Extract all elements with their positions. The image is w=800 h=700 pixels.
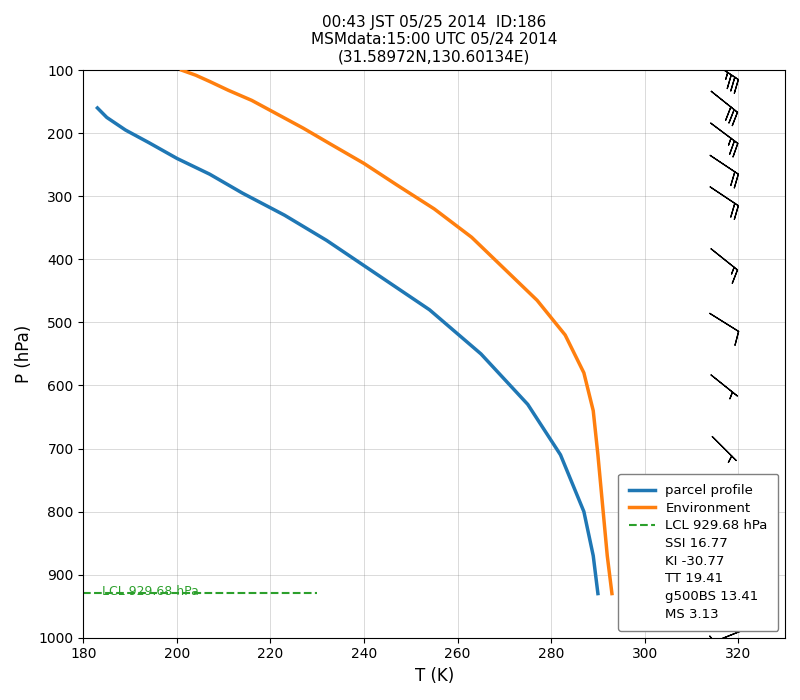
parcel profile	[589, 552, 598, 560]
parcel profile	[280, 211, 290, 219]
Environment	[532, 296, 542, 304]
Legend: parcel profile, Environment, LCL 929.68 hPa, SSI 16.77, KI -30.77, TT 19.41, g50: parcel profile, Environment, LCL 929.68 …	[618, 474, 778, 631]
Environment	[430, 204, 439, 213]
Environment	[560, 331, 570, 340]
parcel profile	[93, 104, 102, 112]
Line: parcel profile: parcel profile	[98, 108, 598, 594]
parcel profile	[523, 400, 533, 409]
parcel profile	[144, 139, 154, 147]
X-axis label: T (K): T (K)	[414, 667, 454, 685]
parcel profile	[238, 189, 247, 197]
Environment	[298, 124, 308, 132]
parcel profile	[556, 451, 566, 459]
parcel profile	[476, 350, 486, 358]
parcel profile	[172, 154, 182, 162]
parcel profile	[322, 236, 331, 244]
parcel profile	[579, 508, 589, 516]
Environment	[247, 96, 257, 104]
Environment	[270, 108, 280, 117]
Text: LCL 929.68 hPa: LCL 929.68 hPa	[102, 585, 199, 598]
Environment	[359, 160, 369, 168]
parcel profile	[369, 267, 378, 276]
Environment	[205, 77, 214, 85]
Environment	[607, 589, 617, 598]
Environment	[177, 66, 186, 74]
Environment	[579, 369, 589, 377]
Environment	[602, 552, 612, 560]
Environment	[392, 181, 402, 189]
Y-axis label: P (hPa): P (hPa)	[15, 325, 33, 383]
parcel profile	[425, 306, 434, 314]
Environment	[467, 233, 477, 242]
Environment	[589, 407, 598, 415]
parcel profile	[102, 113, 111, 122]
Environment	[598, 501, 607, 510]
Environment	[326, 141, 336, 149]
parcel profile	[205, 170, 214, 178]
Title: 00:43 JST 05/25 2014  ID:186
MSMdata:15:00 UTC 05/24 2014
(31.58972N,130.60134E): 00:43 JST 05/25 2014 ID:186 MSMdata:15:0…	[311, 15, 558, 65]
Environment	[499, 265, 509, 273]
Environment	[191, 71, 201, 79]
Line: Environment: Environment	[182, 70, 612, 594]
parcel profile	[593, 589, 602, 598]
Environment	[223, 86, 233, 94]
Environment	[593, 451, 602, 459]
parcel profile	[121, 126, 130, 134]
